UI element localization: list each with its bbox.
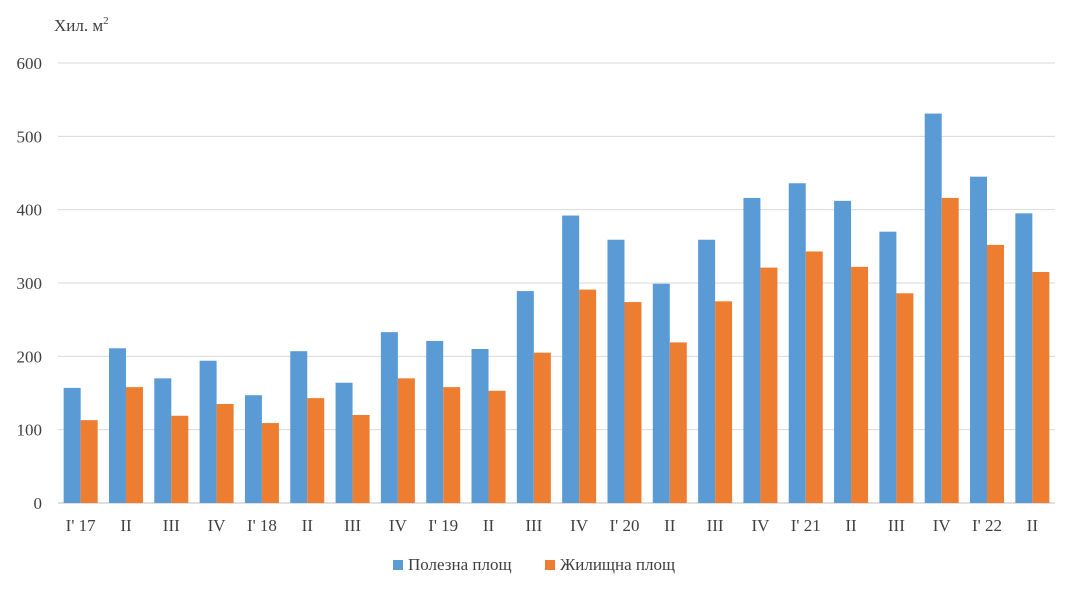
x-category-label: I' 17 xyxy=(66,516,96,535)
bar-zhilishtna xyxy=(851,266,869,503)
y-axis-ticks: 0 100 200 300 400 500 600 xyxy=(17,54,43,513)
bar-zhilishtna xyxy=(941,197,959,503)
x-category-label: IV xyxy=(208,516,227,535)
bar-zhilishtna xyxy=(896,293,914,503)
legend: Полезна площ Жилищна площ xyxy=(393,555,675,574)
bar-polezna xyxy=(562,215,580,504)
x-category-label: II xyxy=(302,516,314,535)
bar-zhilishtna xyxy=(533,352,551,503)
x-axis-categories: I' 17 II III IV I' 18 II III IV I' 19 II III IV I' 2… xyxy=(66,516,1039,535)
bar-zhilishtna xyxy=(397,378,415,503)
x-category-label: I' 21 xyxy=(791,516,821,535)
x-category-label: II xyxy=(845,516,857,535)
bar-polezna xyxy=(879,231,897,503)
bar-polezna xyxy=(743,197,761,503)
bar-polezna xyxy=(698,239,716,503)
x-category-label: II xyxy=(664,516,676,535)
bar-zhilishtna xyxy=(669,342,687,503)
bar-polezna xyxy=(471,349,489,503)
bar-polezna xyxy=(63,387,81,503)
x-category-label: III xyxy=(344,516,361,535)
y-tick-label: 0 xyxy=(34,494,43,513)
legend-label: Полезна площ xyxy=(408,555,512,574)
bar-zhilishtna xyxy=(125,387,143,503)
bar-polezna xyxy=(154,378,172,503)
bar-polezna xyxy=(970,176,988,503)
x-category-label: III xyxy=(888,516,905,535)
x-category-label: IV xyxy=(933,516,952,535)
bar-polezna xyxy=(335,382,353,503)
x-category-label: I' 19 xyxy=(428,516,458,535)
bar-polezna xyxy=(199,360,217,503)
x-category-label: III xyxy=(525,516,542,535)
x-category-label: IV xyxy=(570,516,589,535)
bar-polezna xyxy=(426,340,444,503)
bar-zhilishtna xyxy=(352,415,370,503)
y-tick-label: 200 xyxy=(17,347,43,366)
x-category-label: IV xyxy=(389,516,408,535)
legend-swatch xyxy=(545,560,555,570)
legend-label: Жилищна площ xyxy=(560,555,675,574)
bar-zhilishtna xyxy=(171,415,189,503)
bar-polezna xyxy=(788,183,806,503)
x-category-label: II xyxy=(1027,516,1039,535)
y-axis-label: Хил. м2 xyxy=(54,15,109,35)
x-category-label: IV xyxy=(751,516,770,535)
y-tick-label: 400 xyxy=(17,201,43,220)
bar-zhilishtna xyxy=(216,404,234,503)
bar-zhilishtna xyxy=(80,420,98,503)
bar-polezna xyxy=(834,200,852,503)
bar-zhilishtna xyxy=(1032,272,1050,503)
bar-polezna xyxy=(244,395,262,503)
bar-zhilishtna xyxy=(715,301,733,503)
bar-polezna xyxy=(607,239,625,503)
bar-polezna xyxy=(924,113,942,503)
bar-zhilishtna xyxy=(579,289,597,503)
x-category-label: I' 22 xyxy=(972,516,1002,535)
bar-polezna xyxy=(516,291,534,503)
bar-zhilishtna xyxy=(624,302,642,503)
bar-polezna xyxy=(1015,213,1033,504)
bar-polezna xyxy=(108,348,126,503)
legend-swatch xyxy=(393,560,403,570)
bar-polezna xyxy=(290,351,308,503)
x-category-label: II xyxy=(120,516,132,535)
x-category-label: I' 18 xyxy=(247,516,277,535)
y-tick-label: 300 xyxy=(17,274,43,293)
bars xyxy=(63,113,1050,504)
x-category-label: III xyxy=(707,516,724,535)
bar-polezna xyxy=(652,283,670,503)
bar-zhilishtna xyxy=(805,251,823,503)
y-tick-label: 100 xyxy=(17,421,43,440)
x-category-label: II xyxy=(483,516,495,535)
bar-zhilishtna xyxy=(987,244,1005,503)
x-category-label: III xyxy=(163,516,180,535)
bar-zhilishtna xyxy=(261,423,279,503)
bar-polezna xyxy=(380,332,398,503)
bar-zhilishtna xyxy=(760,267,778,503)
y-tick-label: 600 xyxy=(17,54,43,73)
bar-zhilishtna xyxy=(443,387,461,503)
x-category-label: I' 20 xyxy=(609,516,639,535)
bar-zhilishtna xyxy=(488,390,506,503)
bar-zhilishtna xyxy=(307,398,325,503)
y-axis-label-text: Хил. м xyxy=(54,16,103,35)
y-tick-label: 500 xyxy=(17,127,43,146)
y-axis-label-superscript: 2 xyxy=(103,15,109,27)
